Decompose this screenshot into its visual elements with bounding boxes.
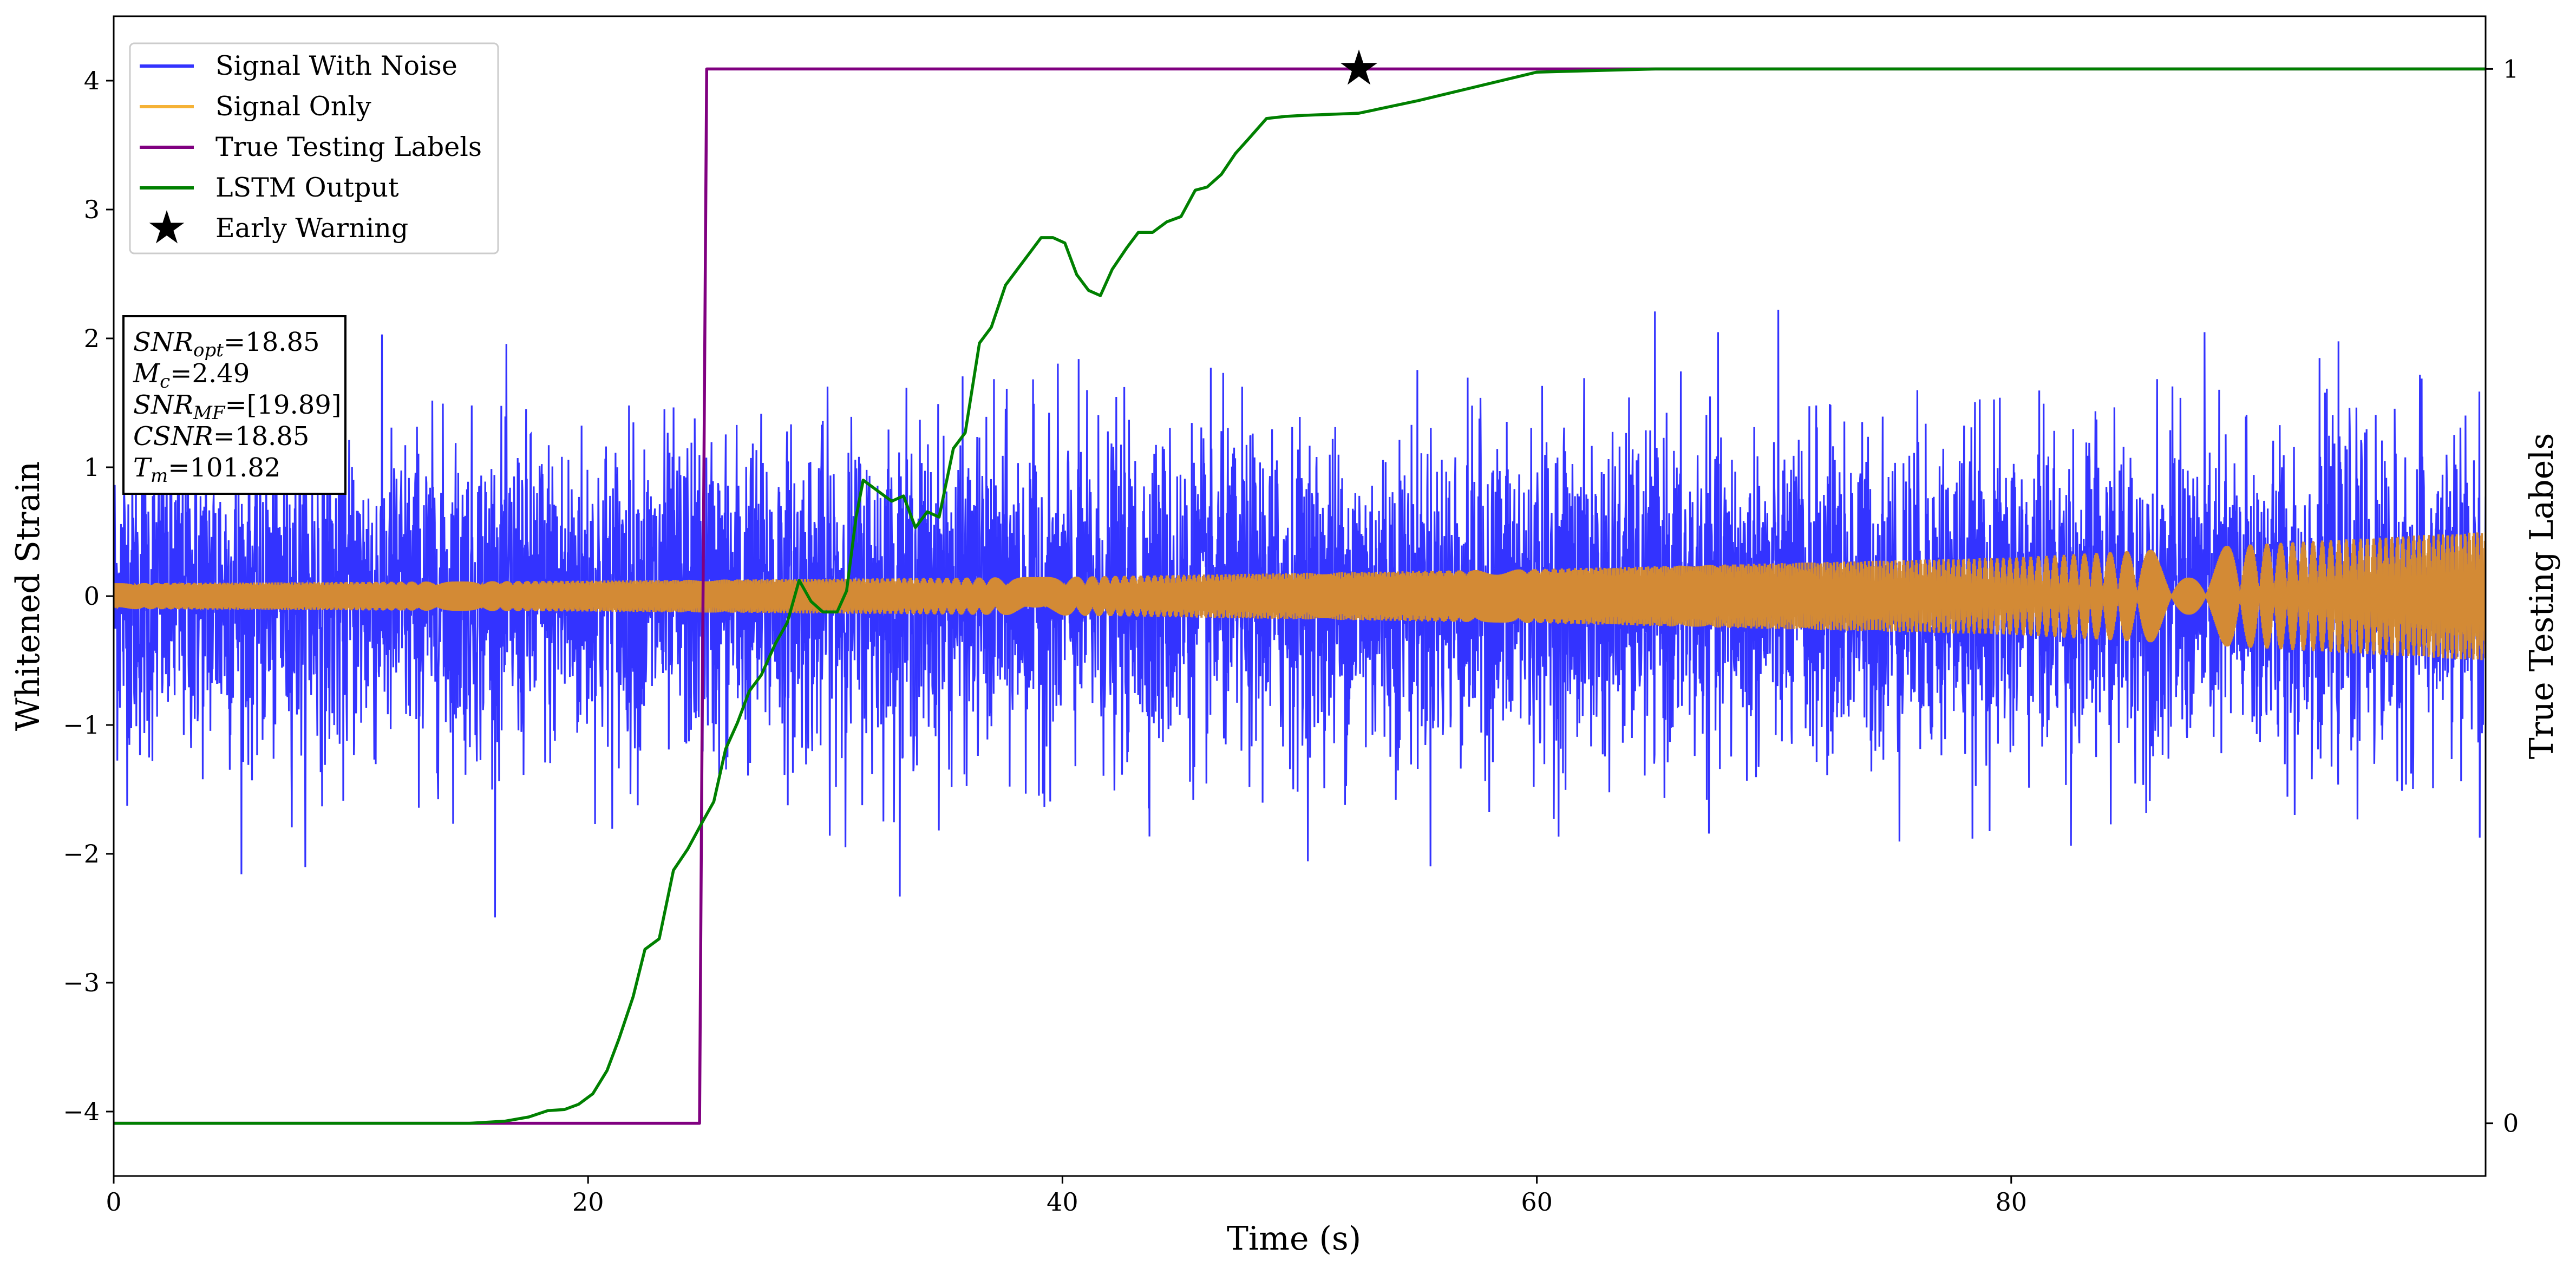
legend-label: Signal Only xyxy=(215,91,371,122)
early-warning-star xyxy=(1340,49,1378,85)
y2-tick-label: 0 xyxy=(2503,1109,2519,1138)
y-tick-label: −1 xyxy=(63,710,100,740)
legend-label: True Testing Labels xyxy=(215,132,482,162)
legend-label: LSTM Output xyxy=(215,172,399,203)
series-lstm-output xyxy=(114,67,2486,1125)
legend-item-true-testing-labels: True Testing Labels xyxy=(140,132,482,162)
series-true-testing-labels xyxy=(114,67,2486,1125)
y-tick-label: −3 xyxy=(63,968,100,997)
info-line: Tm=101.82 xyxy=(133,453,280,487)
y2-axis-title: True Testing Labels xyxy=(2523,433,2561,760)
x-axis-title: Time (s) xyxy=(1227,1220,1361,1258)
legend-item-lstm-output: LSTM Output xyxy=(140,172,399,203)
legend-label: Early Warning xyxy=(215,213,408,244)
y-axis-title: Whitened Strain xyxy=(9,461,47,731)
y-tick-label: 1 xyxy=(84,453,100,482)
info-line: SNRMF=[19.89] xyxy=(133,390,342,424)
y2-tick-label: 1 xyxy=(2503,54,2519,83)
legend-item-early-warning: Early Warning xyxy=(149,210,408,244)
plot-area xyxy=(114,67,2486,1125)
legend-box xyxy=(129,42,499,254)
info-box-frame xyxy=(122,315,346,495)
x-tick-label: 60 xyxy=(1521,1187,1553,1217)
legend-item-signal-only: Signal Only xyxy=(140,91,371,122)
x-tick-label: 20 xyxy=(572,1187,604,1217)
legend-label: Signal With Noise xyxy=(215,50,457,81)
y-tick-label: −2 xyxy=(63,839,100,868)
series-signal-only xyxy=(114,531,2486,661)
series-signal-with-noise xyxy=(114,310,2486,918)
y-tick-label: −4 xyxy=(63,1097,100,1126)
legend-item-signal-with-noise: Signal With Noise xyxy=(140,50,457,81)
info-line: SNRopt=18.85 xyxy=(133,327,320,361)
info-line: CSNR=18.85 xyxy=(133,421,309,452)
y-tick-label: 0 xyxy=(84,582,100,611)
y-tick-label: 2 xyxy=(84,324,100,353)
y-tick-label: 4 xyxy=(84,66,100,95)
x-tick-label: 40 xyxy=(1047,1187,1078,1217)
x-tick-label: 80 xyxy=(1996,1187,2028,1217)
legend: Signal With Noise Signal Only True Testing… xyxy=(129,42,499,254)
snr-info-box: SNRopt=18.85Mc=2.49SNRMF=[19.89]CSNR=18.… xyxy=(122,315,346,495)
x-tick-label: 0 xyxy=(106,1187,121,1217)
info-line: Mc=2.49 xyxy=(133,358,250,393)
y-tick-label: 3 xyxy=(84,195,100,224)
legend-star-icon xyxy=(149,210,185,244)
